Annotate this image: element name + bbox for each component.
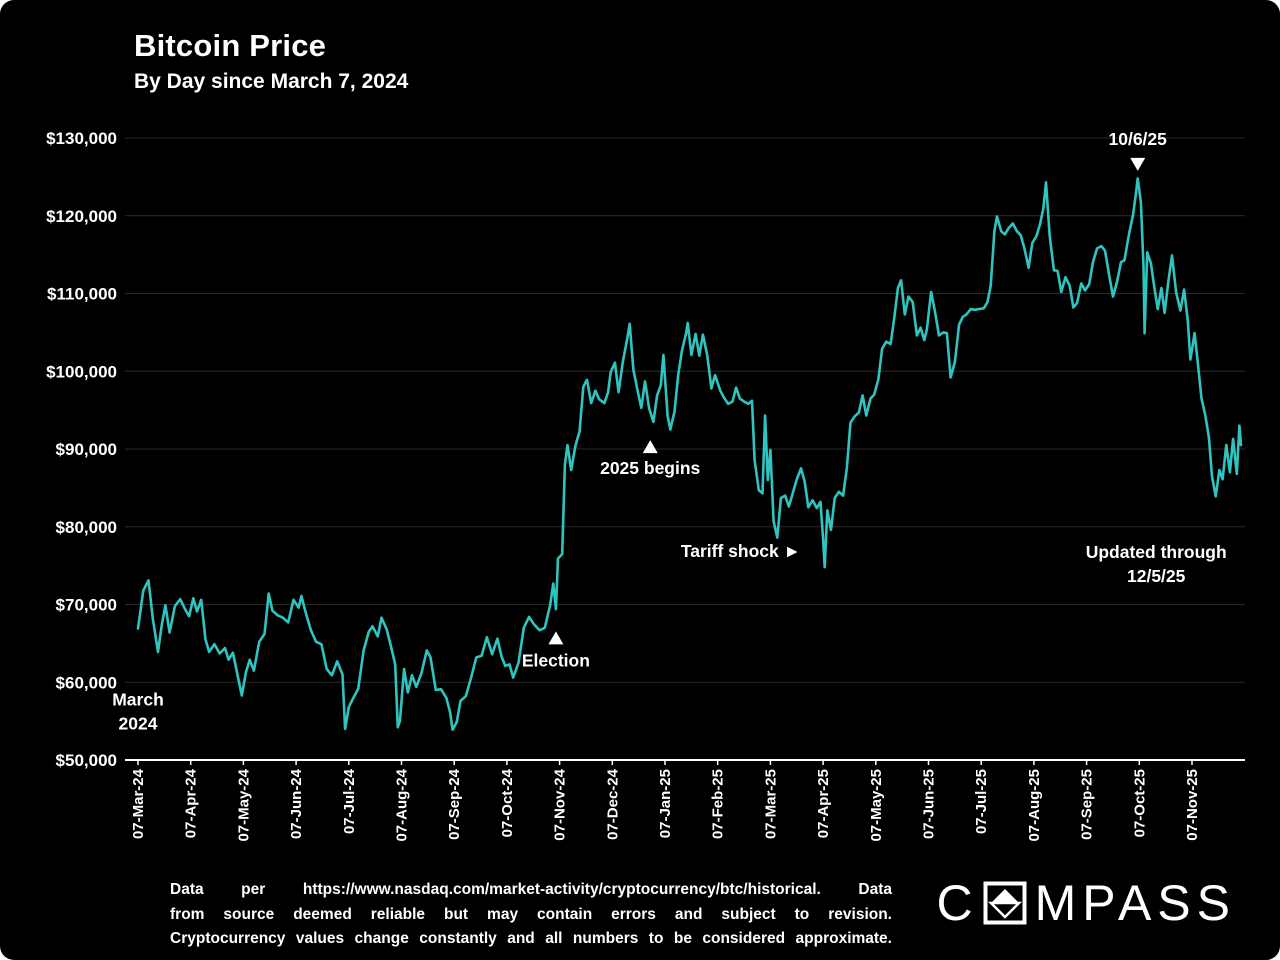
disclaimer-line-1: Data per https://www.nasdaq.com/market-a… [170, 881, 892, 898]
x-tick-label: 07-May-25 [868, 769, 885, 842]
x-tick-label: 07-Apr-25 [815, 769, 832, 838]
tariff-shock-label: Tariff shock ► [681, 541, 801, 561]
gridlines [125, 137, 1245, 761]
y-tick-label: $90,000 [56, 440, 117, 459]
updated-through-label: Updated through [1086, 542, 1227, 562]
y-tick-label: $60,000 [56, 673, 117, 692]
x-tick-label: 07-Jul-24 [341, 768, 358, 834]
disclaimer-line-3: Cryptocurrency values change constantly … [170, 930, 892, 947]
x-tick-label: 07-Dec-24 [604, 768, 621, 840]
begins-2025-marker [642, 440, 658, 454]
y-tick-label: $130,000 [46, 129, 117, 148]
chart-annotations: March 2024 Election 2025 begins Tariff shock… [112, 129, 1226, 734]
updated-through-label: 12/5/25 [1127, 566, 1186, 586]
x-tick-label: 07-Nov-24 [552, 768, 569, 840]
compass-diamond-icon [983, 881, 1027, 925]
x-tick-label: 07-Jul-25 [973, 769, 990, 834]
x-tick-label: 07-Jan-25 [657, 769, 674, 838]
x-axis-labels: 07-Mar-24 07-Apr-24 07-May-24 07-Jun-24 07-J… [130, 768, 1201, 841]
x-tick-label: 07-Oct-25 [1131, 769, 1148, 837]
y-tick-label: $70,000 [56, 596, 117, 615]
page-title: Bitcoin Price [134, 28, 327, 63]
x-axis [125, 759, 1245, 765]
x-tick-label: 07-Jun-24 [288, 768, 305, 839]
x-tick-label: 07-Mar-24 [130, 768, 147, 839]
x-tick-label: 07-Feb-25 [710, 769, 727, 839]
x-tick-label: 07-Jun-25 [921, 769, 938, 839]
x-tick-label: 07-Nov-25 [1184, 769, 1201, 841]
price-line [136, 177, 1243, 731]
x-tick-label: 07-Apr-24 [183, 768, 200, 838]
y-tick-label: $100,000 [46, 362, 117, 381]
x-tick-label: 07-May-24 [235, 768, 252, 841]
x-tick-label: 07-Sep-25 [1079, 769, 1096, 840]
y-tick-label: $120,000 [46, 207, 117, 226]
peak-date-label: 10/6/25 [1109, 129, 1168, 149]
chart-header: Bitcoin Price By Day since March 7, 2024 [134, 28, 408, 94]
x-tick-label: 07-Sep-24 [446, 768, 463, 840]
y-tick-label: $80,000 [56, 518, 117, 537]
logo-letters: MPASS [1034, 875, 1236, 931]
march-2024-label: March [112, 690, 164, 710]
x-tick-label: 07-Aug-25 [1026, 769, 1043, 842]
disclaimer-line-2: from source deemed reliable but may cont… [170, 905, 892, 923]
y-axis-labels: $50,000 $60,000 $70,000 $80,000 $90,000 $100,… [46, 129, 117, 770]
logo-letter-c: C [936, 875, 979, 931]
x-tick-label: 07-Mar-25 [762, 769, 779, 839]
x-tick-label: 07-Aug-24 [394, 768, 411, 841]
y-tick-label: $50,000 [56, 751, 117, 770]
page-subtitle: By Day since March 7, 2024 [134, 70, 409, 93]
begins-2025-label: 2025 begins [600, 458, 700, 478]
compass-logo: C MPASS [937, 874, 1236, 932]
data-disclaimer: Data per https://www.nasdaq.com/market-a… [170, 878, 892, 952]
x-tick-label: 07-Oct-24 [499, 768, 516, 837]
peak-date-marker [1130, 157, 1146, 171]
election-label: Election [522, 651, 590, 671]
march-2024-label: 2024 [119, 714, 158, 734]
election-marker [548, 631, 564, 645]
y-tick-label: $110,000 [47, 285, 117, 304]
